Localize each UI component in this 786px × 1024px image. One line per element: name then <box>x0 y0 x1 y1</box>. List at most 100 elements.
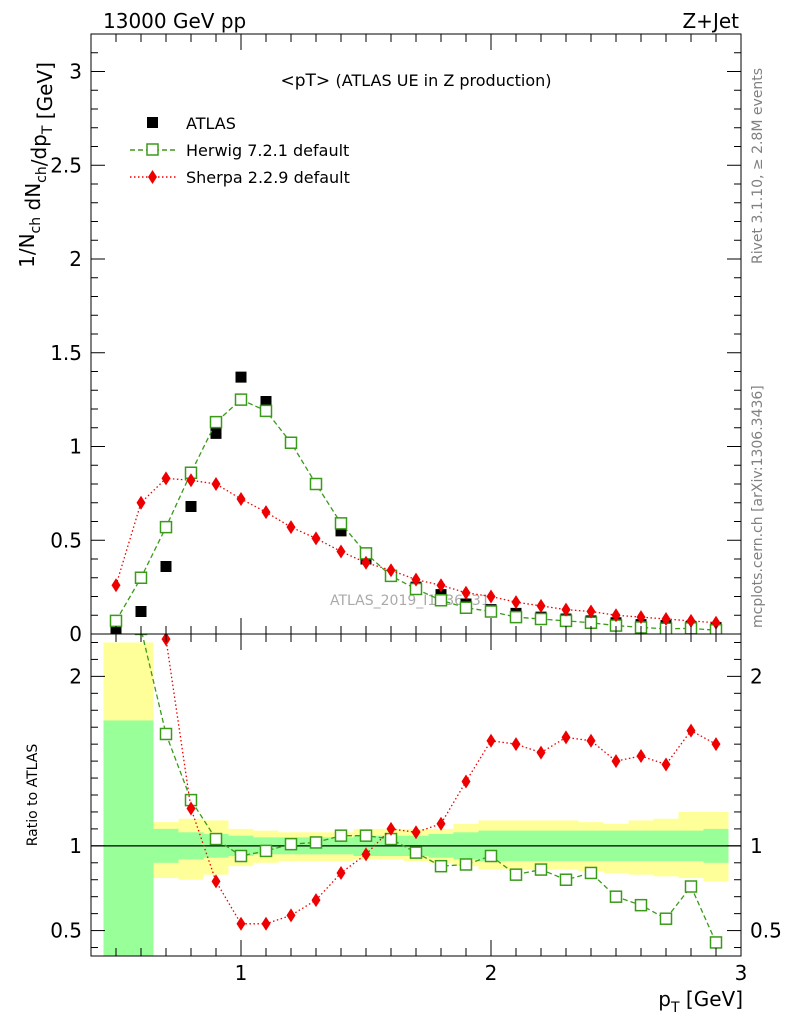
ratio-ytick-label: 2 <box>69 664 82 688</box>
mcplots-info-label: mcplots.cern.ch [arXiv:1306.3436] <box>750 385 766 628</box>
y-axis-label-sub: ch <box>28 217 44 234</box>
ratio-point-sherpa <box>461 774 471 789</box>
ratio-panel-content <box>91 161 741 956</box>
y-axis-label-sub: T <box>40 125 56 135</box>
main-point-sherpa <box>186 473 196 488</box>
ratio-point-herwig <box>659 912 673 925</box>
y-axis-label-part: /dp <box>27 134 51 166</box>
main-point-sherpa <box>611 608 621 623</box>
main-ytick-label: 2.5 <box>50 153 82 177</box>
main-point-herwig <box>559 614 573 628</box>
main-point-sherpa <box>536 598 546 613</box>
legend-entry-atlas: ATLAS <box>147 114 236 133</box>
main-panel: ATLAS_2019_I1736531 0 0.5 1 1.5 2 2.5 3 <pT> (… <box>15 33 742 646</box>
ratio-point-herwig <box>259 844 273 858</box>
ratio-point-herwig <box>584 866 598 880</box>
main-point-atlas <box>185 501 197 512</box>
ratio-point-herwig <box>609 890 623 903</box>
main-point-herwig <box>509 610 523 624</box>
y-axis-label-bottom: Ratio to ATLAS <box>25 744 41 847</box>
ratio-point-herwig <box>159 727 173 741</box>
main-point-sherpa <box>311 531 321 546</box>
ratio-panel: 0.5 1 2 0.5 1 2 1 2 3 Ratio to ATLAS pT [GeV] <box>25 161 782 1016</box>
main-point-sherpa <box>586 604 596 619</box>
ratio-point-herwig <box>559 873 573 886</box>
ratio-point-herwig <box>634 898 648 912</box>
ratio-ytick-label: 0.5 <box>50 919 82 943</box>
main-point-herwig <box>284 436 298 449</box>
ratio-point-sherpa <box>561 730 571 745</box>
ratio-point-sherpa <box>411 825 421 840</box>
ratio-xtick-label: 2 <box>485 961 498 985</box>
main-ytick-label: 0 <box>69 622 82 646</box>
main-point-sherpa <box>711 615 721 630</box>
x-axis-label: pT [GeV] <box>658 987 743 1016</box>
legend-label-herwig: Herwig 7.2.1 default <box>186 141 349 160</box>
y-axis-label-sub: ch <box>34 166 50 183</box>
main-panel-content: ATLAS_2019_I1736531 <box>109 371 723 634</box>
ratio-point-sherpa <box>536 745 546 760</box>
legend: ATLAS Herwig 7.2.1 default Sherpa 2.2.9 … <box>130 114 350 187</box>
ratio-xtick-label: 3 <box>735 961 748 985</box>
main-point-herwig <box>534 612 548 626</box>
ratio-point-herwig <box>509 868 523 881</box>
ratio-point-sherpa <box>112 161 121 175</box>
y-axis-label-part: [GeV] <box>33 62 57 125</box>
legend-entry-herwig: Herwig 7.2.1 default <box>130 141 349 160</box>
main-point-herwig <box>434 594 448 607</box>
main-point-sherpa <box>411 572 421 587</box>
legend-marker-herwig <box>146 143 159 156</box>
y-axis-label-part: dN <box>21 183 45 217</box>
main-point-sherpa <box>286 520 296 535</box>
ratio-point-sherpa <box>386 821 396 836</box>
legend-marker-sherpa <box>148 170 157 184</box>
legend-entry-sherpa: Sherpa 2.2.9 default <box>130 168 350 187</box>
ratio-point-herwig <box>409 846 423 859</box>
main-point-sherpa <box>361 555 371 570</box>
legend-label-sherpa: Sherpa 2.2.9 default <box>186 168 350 187</box>
plot-title-main: <pT> <box>280 71 330 91</box>
ratio-band-inner <box>103 720 129 956</box>
main-point-herwig <box>209 415 223 429</box>
ratio-xtick-label: 1 <box>235 961 248 985</box>
main-ytick-label: 3 <box>69 60 82 84</box>
ratio-ytick-label-right: 0.5 <box>750 919 782 943</box>
ratio-point-sherpa <box>137 330 146 344</box>
main-point-atlas <box>260 396 272 407</box>
legend-label-atlas: ATLAS <box>186 114 236 133</box>
ratio-point-sherpa <box>361 847 371 862</box>
main-point-sherpa <box>111 578 121 593</box>
main-point-sherpa <box>136 495 146 510</box>
main-point-sherpa <box>461 585 471 600</box>
ratio-point-sherpa <box>486 733 496 748</box>
main-point-sherpa <box>161 471 171 486</box>
ratio-point-sherpa <box>211 874 221 889</box>
ratio-point-sherpa <box>661 757 671 772</box>
header-collision-label: 13000 GeV pp <box>103 9 246 33</box>
main-point-herwig <box>159 520 173 534</box>
main-point-sherpa <box>436 578 446 593</box>
ratio-point-sherpa <box>586 733 596 748</box>
ratio-point-sherpa <box>286 908 296 923</box>
main-point-sherpa <box>511 595 521 610</box>
main-point-herwig <box>134 571 148 584</box>
main-point-sherpa <box>686 613 696 628</box>
main-point-atlas <box>335 525 347 537</box>
plot-title: <pT> (ATLAS UE in Z production) <box>280 71 551 91</box>
plot-title-sub: (ATLAS UE in Z production) <box>336 71 552 90</box>
main-point-sherpa <box>486 589 496 604</box>
main-point-sherpa <box>261 505 271 520</box>
main-point-sherpa <box>236 492 246 506</box>
ratio-point-herwig <box>709 936 723 949</box>
y-axis-label-part: 1/N <box>15 233 39 267</box>
x-axis-label-base: p <box>658 987 671 1011</box>
main-point-sherpa <box>386 563 396 578</box>
main-ytick-label: 0.5 <box>50 528 82 552</box>
main-point-herwig <box>109 614 123 628</box>
ratio-point-herwig <box>209 832 223 846</box>
main-point-atlas <box>210 427 222 439</box>
y-axis-label-top: 1/Nch dNch/dpT [GeV] <box>15 62 57 268</box>
ratio-point-herwig <box>459 858 473 871</box>
ratio-point-sherpa <box>236 916 246 931</box>
main-ytick-label: 1 <box>69 435 82 459</box>
